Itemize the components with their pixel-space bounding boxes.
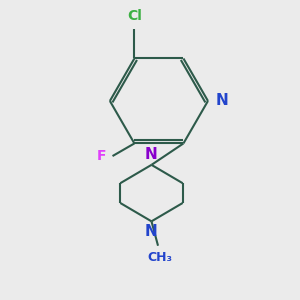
Text: N: N: [145, 224, 158, 239]
Text: CH₃: CH₃: [147, 251, 172, 264]
Text: N: N: [215, 94, 228, 109]
Text: N: N: [145, 148, 158, 163]
Text: F: F: [97, 149, 106, 163]
Text: Cl: Cl: [127, 9, 142, 23]
